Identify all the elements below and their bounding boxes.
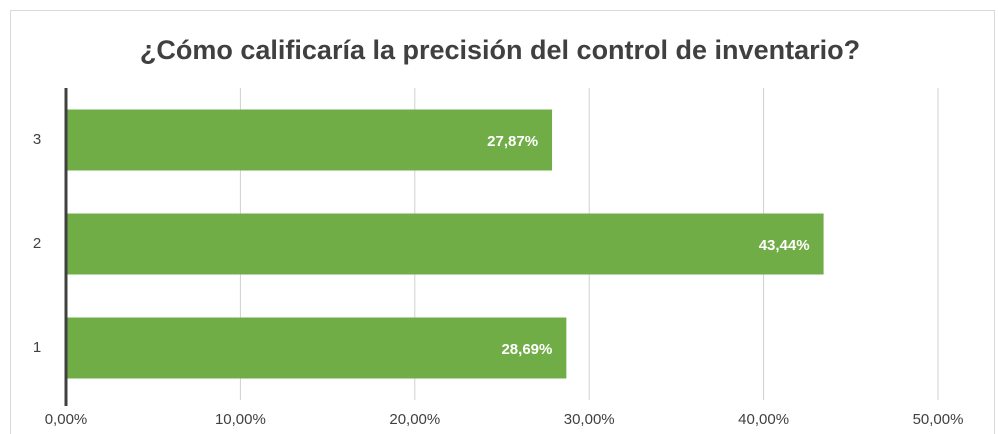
data-label: 28,69%	[501, 341, 552, 358]
x-tick-label: 20,00%	[389, 411, 440, 428]
data-label: 27,87%	[487, 133, 538, 150]
y-tick-label: 2	[33, 235, 41, 252]
x-tick-label: 30,00%	[564, 411, 615, 428]
x-tick-label: 40,00%	[738, 411, 789, 428]
bar	[66, 317, 567, 379]
x-tick-label: 50,00%	[913, 411, 964, 428]
y-tick-label: 1	[33, 339, 41, 356]
chart-title: ¿Cómo calificaría la precisión del contr…	[139, 35, 861, 65]
y-tick-label: 3	[33, 131, 41, 148]
x-tick-label: 10,00%	[215, 411, 266, 428]
bar	[66, 109, 553, 171]
data-label: 43,44%	[759, 237, 810, 254]
x-tick-label: 0,00%	[45, 411, 88, 428]
bar	[66, 213, 824, 275]
chart-frame	[10, 10, 995, 434]
